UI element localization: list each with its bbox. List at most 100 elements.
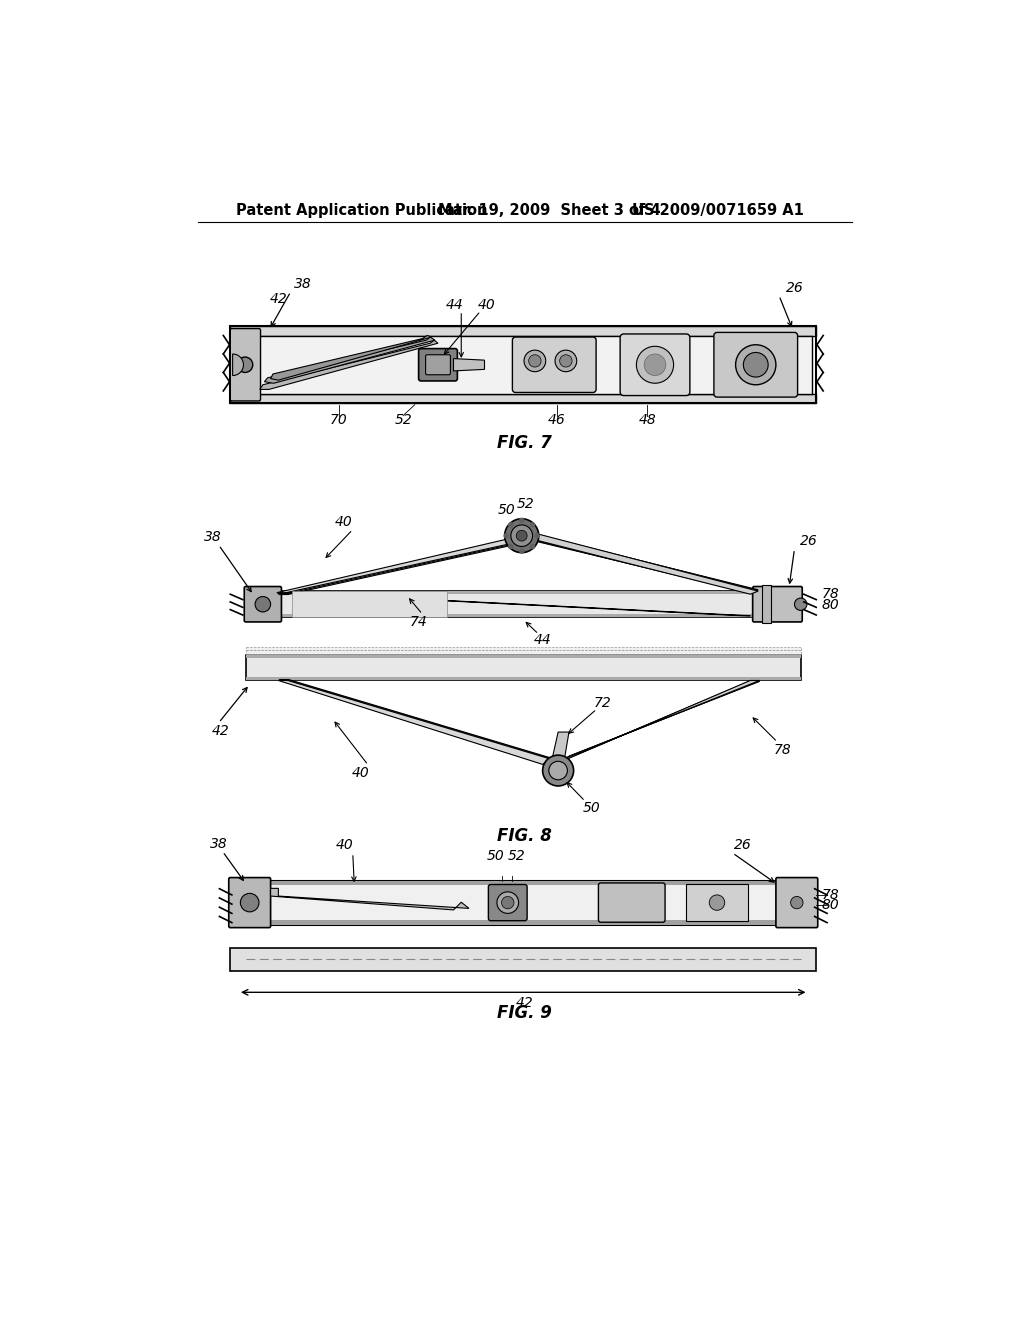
Circle shape bbox=[555, 350, 577, 372]
Circle shape bbox=[497, 892, 518, 913]
Bar bbox=[230, 948, 816, 970]
Text: 42: 42 bbox=[212, 725, 229, 738]
Bar bbox=[230, 326, 816, 404]
Polygon shape bbox=[528, 535, 758, 593]
Bar bbox=[234, 335, 812, 393]
Circle shape bbox=[549, 762, 567, 780]
Circle shape bbox=[238, 356, 253, 372]
Bar bbox=[246, 677, 801, 681]
Circle shape bbox=[710, 895, 725, 911]
Text: 52: 52 bbox=[508, 849, 526, 863]
Text: 80: 80 bbox=[821, 899, 839, 912]
Circle shape bbox=[743, 352, 768, 378]
FancyBboxPatch shape bbox=[714, 333, 798, 397]
Wedge shape bbox=[232, 354, 244, 376]
Circle shape bbox=[735, 345, 776, 385]
Polygon shape bbox=[552, 733, 569, 760]
Text: 38: 38 bbox=[205, 531, 222, 544]
Polygon shape bbox=[260, 341, 438, 389]
Polygon shape bbox=[270, 335, 432, 380]
Text: 38: 38 bbox=[210, 837, 227, 850]
FancyBboxPatch shape bbox=[245, 586, 282, 622]
Polygon shape bbox=[558, 681, 760, 763]
Text: 40: 40 bbox=[351, 766, 370, 780]
Circle shape bbox=[504, 533, 509, 539]
Text: 72: 72 bbox=[594, 696, 612, 710]
Circle shape bbox=[519, 517, 524, 523]
Text: 78: 78 bbox=[773, 743, 791, 756]
Text: US 2009/0071659 A1: US 2009/0071659 A1 bbox=[632, 203, 804, 218]
Circle shape bbox=[241, 894, 259, 912]
Circle shape bbox=[795, 598, 807, 610]
Text: 78: 78 bbox=[821, 587, 839, 601]
Bar bbox=[686, 884, 748, 921]
FancyBboxPatch shape bbox=[753, 586, 802, 622]
Text: 50: 50 bbox=[498, 503, 515, 517]
Polygon shape bbox=[528, 535, 758, 594]
Circle shape bbox=[524, 350, 546, 372]
Bar bbox=[246, 591, 801, 618]
Text: 80: 80 bbox=[821, 598, 839, 612]
Text: 44: 44 bbox=[534, 634, 552, 647]
Text: 42: 42 bbox=[516, 997, 534, 1010]
Text: Mar. 19, 2009  Sheet 3 of 4: Mar. 19, 2009 Sheet 3 of 4 bbox=[438, 203, 660, 218]
Bar bbox=[246, 614, 801, 618]
Text: 50: 50 bbox=[486, 849, 504, 863]
Polygon shape bbox=[279, 680, 551, 764]
Text: 44: 44 bbox=[446, 298, 464, 312]
Circle shape bbox=[530, 523, 536, 528]
Circle shape bbox=[530, 544, 536, 549]
Text: 26: 26 bbox=[785, 281, 804, 294]
Polygon shape bbox=[559, 681, 760, 762]
Circle shape bbox=[791, 896, 803, 908]
Polygon shape bbox=[264, 337, 435, 383]
Polygon shape bbox=[270, 888, 469, 909]
Text: 26: 26 bbox=[800, 535, 817, 548]
Text: FIG. 9: FIG. 9 bbox=[498, 1005, 552, 1022]
Text: 38: 38 bbox=[294, 277, 311, 290]
Polygon shape bbox=[278, 537, 529, 594]
Polygon shape bbox=[280, 680, 551, 763]
Circle shape bbox=[511, 525, 532, 546]
Text: 74: 74 bbox=[410, 615, 427, 628]
FancyBboxPatch shape bbox=[230, 329, 260, 401]
FancyBboxPatch shape bbox=[512, 337, 596, 392]
Text: 78: 78 bbox=[821, 887, 839, 902]
Text: Patent Application Publication: Patent Application Publication bbox=[237, 203, 488, 218]
Text: 26: 26 bbox=[734, 838, 752, 853]
Bar bbox=[762, 585, 771, 623]
Polygon shape bbox=[454, 359, 484, 371]
Text: 40: 40 bbox=[335, 515, 352, 529]
Circle shape bbox=[560, 355, 572, 367]
Text: 70: 70 bbox=[330, 413, 348, 428]
Circle shape bbox=[528, 355, 541, 367]
FancyBboxPatch shape bbox=[776, 878, 818, 928]
Circle shape bbox=[543, 755, 573, 785]
Text: 42: 42 bbox=[270, 292, 288, 306]
Polygon shape bbox=[558, 681, 760, 763]
Text: 50: 50 bbox=[583, 800, 600, 814]
Bar bbox=[246, 591, 801, 594]
FancyBboxPatch shape bbox=[621, 334, 690, 396]
Circle shape bbox=[505, 519, 539, 553]
Circle shape bbox=[519, 548, 524, 554]
Text: 46: 46 bbox=[548, 413, 565, 428]
Text: 40: 40 bbox=[478, 298, 496, 312]
Text: 52: 52 bbox=[394, 413, 412, 428]
FancyBboxPatch shape bbox=[488, 884, 527, 921]
Polygon shape bbox=[276, 536, 529, 593]
Bar bbox=[246, 655, 801, 681]
Bar bbox=[230, 395, 816, 404]
Circle shape bbox=[636, 346, 674, 383]
Polygon shape bbox=[279, 681, 550, 764]
Bar bbox=[230, 880, 816, 886]
Circle shape bbox=[255, 597, 270, 612]
Text: FIG. 7: FIG. 7 bbox=[498, 434, 552, 453]
Bar bbox=[246, 655, 801, 659]
Text: FIG. 8: FIG. 8 bbox=[498, 828, 552, 845]
Bar bbox=[230, 880, 816, 924]
FancyBboxPatch shape bbox=[598, 883, 665, 923]
Bar bbox=[230, 326, 816, 335]
Text: 48: 48 bbox=[638, 413, 656, 428]
FancyBboxPatch shape bbox=[426, 355, 451, 375]
